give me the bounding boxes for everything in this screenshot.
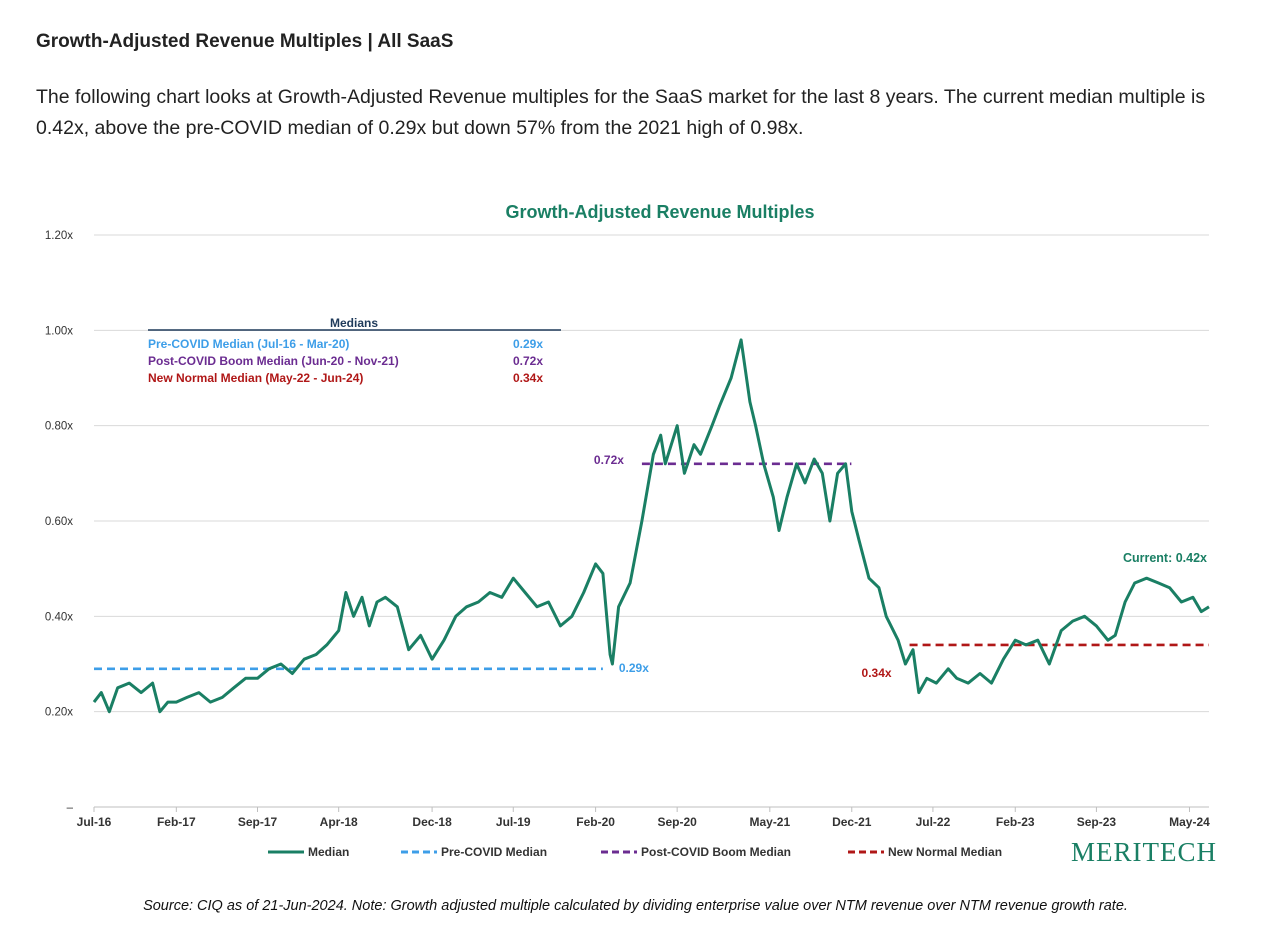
x-tick-label: Feb-17 bbox=[157, 815, 196, 829]
y-tick-label: – bbox=[67, 802, 74, 814]
y-tick-label: 0.40x bbox=[45, 611, 73, 623]
axes: 1.20x 1.00x 0.80x 0.60x 0.40x 0.20x –Jul-16 Feb… bbox=[45, 230, 1210, 829]
x-tick-label: May-21 bbox=[749, 815, 790, 829]
y-tick-label: 0.20x bbox=[45, 707, 73, 719]
meritech-logo: MERITECH bbox=[1071, 837, 1217, 867]
medians-table: Medians Pre-COVID Median (Jul-16 - Mar-20… bbox=[148, 316, 561, 385]
x-tick-label: Dec-18 bbox=[412, 815, 452, 829]
legend-label: New Normal Median bbox=[888, 845, 1002, 859]
medians-row-value: 0.29x bbox=[513, 337, 543, 351]
legend-label: Post-COVID Boom Median bbox=[641, 845, 791, 859]
medians-row-value: 0.72x bbox=[513, 354, 543, 368]
x-tick-label: Sep-23 bbox=[1077, 815, 1117, 829]
x-tick-label: Feb-20 bbox=[576, 815, 615, 829]
y-tick-label: 1.00x bbox=[45, 325, 73, 337]
page-heading: Growth-Adjusted Revenue Multiples | All … bbox=[36, 31, 454, 52]
x-tick-label: Sep-17 bbox=[238, 815, 278, 829]
x-tick-label: Jul-16 bbox=[77, 815, 112, 829]
x-tick-label: Sep-20 bbox=[657, 815, 697, 829]
median-label: 0.29x bbox=[619, 661, 649, 675]
x-tick-label: Jul-19 bbox=[496, 815, 531, 829]
median-label: 0.72x bbox=[594, 453, 624, 467]
x-tick-label: Jul-22 bbox=[916, 815, 951, 829]
medians-row-label: Post-COVID Boom Median (Jun-20 - Nov-21) bbox=[148, 354, 399, 368]
intro-paragraph: The following chart looks at Growth-Adju… bbox=[36, 86, 1206, 139]
x-tick-label: Dec-21 bbox=[832, 815, 872, 829]
source-note: Source: CIQ as of 21-Jun-2024. Note: Gro… bbox=[143, 898, 1128, 914]
y-tick-label: 0.60x bbox=[45, 516, 73, 528]
x-tick-label: May-24 bbox=[1169, 815, 1210, 829]
x-tick-label: Apr-18 bbox=[320, 815, 358, 829]
y-tick-label: 0.80x bbox=[45, 421, 73, 433]
legend: Median Pre-COVID Median Post-COVID Boom Me… bbox=[268, 845, 1002, 859]
medians-row-label: New Normal Median (May-22 - Jun-24) bbox=[148, 371, 363, 385]
legend-label: Median bbox=[308, 845, 349, 859]
logo-text: MERITECH bbox=[1071, 837, 1217, 867]
x-tick-label: Feb-23 bbox=[996, 815, 1035, 829]
medians-row-label: Pre-COVID Median (Jul-16 - Mar-20) bbox=[148, 337, 349, 351]
series-lines: Current: 0.42x bbox=[92, 338, 1210, 714]
median-label: 0.34x bbox=[862, 666, 892, 680]
current-value-label: Current: 0.42x bbox=[1123, 551, 1207, 565]
chart-title: Growth-Adjusted Revenue Multiples bbox=[505, 202, 814, 222]
y-tick-label: 1.20x bbox=[45, 230, 73, 242]
medians-row-value: 0.34x bbox=[513, 371, 543, 385]
median-series-line bbox=[92, 338, 1210, 714]
medians-table-header: Medians bbox=[330, 316, 378, 330]
legend-label: Pre-COVID Median bbox=[441, 845, 547, 859]
